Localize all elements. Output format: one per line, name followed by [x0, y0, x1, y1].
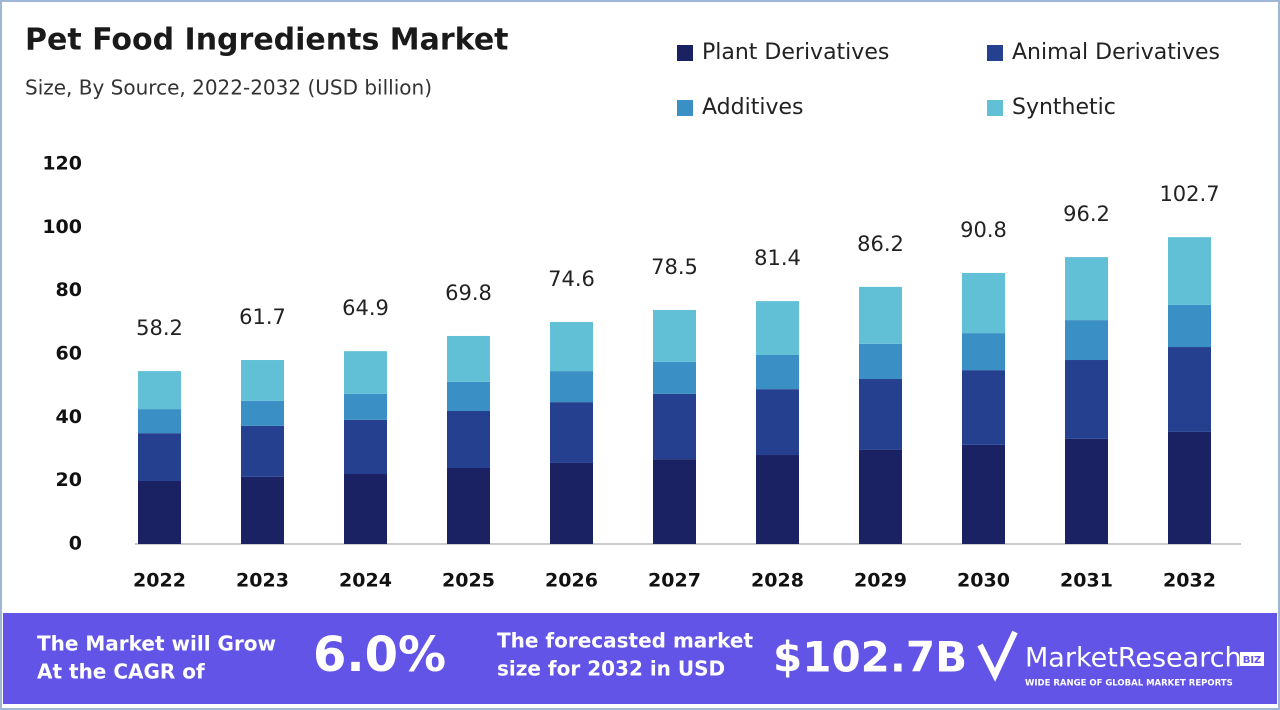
y-tick-label: 120 [42, 153, 82, 175]
y-tick-label: 80 [56, 279, 82, 301]
legend-swatch [987, 100, 1003, 116]
bar-segment [1065, 360, 1108, 439]
cagr-text: At the CAGR of [37, 660, 205, 684]
bar-segment [756, 301, 799, 355]
banner-bg [3, 613, 1277, 704]
bar-segment [859, 449, 902, 544]
bar-segment [138, 433, 181, 481]
total-label: 90.8 [960, 218, 1007, 242]
cagr-text: The Market will Grow [37, 632, 276, 656]
legend-label: Animal Derivatives [1012, 40, 1220, 65]
bar-segment [550, 462, 593, 544]
total-label: 81.4 [754, 246, 801, 270]
logo-icon [977, 630, 1018, 682]
bar-segment [1065, 257, 1108, 321]
bar-segment [962, 444, 1005, 544]
bar-segment [859, 286, 902, 344]
bar-segment [344, 419, 387, 475]
bar-segment [653, 309, 696, 362]
logo-tagline: WIDE RANGE OF GLOBAL MARKET REPORTS [1025, 679, 1233, 689]
bar-segment [1168, 347, 1211, 432]
legend-swatch [677, 100, 693, 116]
bar-segment [859, 379, 902, 450]
y-tick-label: 20 [56, 469, 82, 491]
legend-label: Plant Derivatives [702, 40, 889, 65]
x-tick-label: 2031 [1060, 570, 1113, 592]
bar-segment [550, 371, 593, 403]
bar-segment [241, 476, 284, 544]
bar-segment [1168, 431, 1211, 544]
forecast-text: The forecasted market [497, 629, 753, 653]
bar-segment [756, 354, 799, 390]
cagr-value: 6.0% [313, 627, 446, 683]
bar-segment [859, 343, 902, 380]
bar-segment [1065, 438, 1108, 544]
x-tick-label: 2025 [442, 570, 495, 592]
total-label: 78.5 [651, 255, 698, 279]
bar-segment [447, 411, 490, 468]
bar-segment [447, 381, 490, 411]
legend-swatch [987, 45, 1003, 61]
bar-segment [653, 393, 696, 460]
x-tick-label: 2027 [648, 570, 701, 592]
y-tick-label: 60 [56, 343, 82, 365]
bar-segment [241, 425, 284, 477]
x-tick-label: 2022 [133, 570, 186, 592]
bar-segment [550, 322, 593, 372]
chart-title: Pet Food Ingredients Market [25, 23, 509, 58]
bar-segment [756, 389, 799, 456]
logo-badge-bg [1240, 652, 1264, 666]
chart-subtitle: Size, By Source, 2022-2032 (USD billion) [25, 76, 432, 100]
total-label: 58.2 [136, 316, 183, 340]
total-label: 69.8 [445, 281, 492, 305]
bar-segment [1168, 304, 1211, 348]
total-label: 61.7 [239, 305, 286, 329]
banner: The Market will Grow At the CAGR of 6.0%… [3, 613, 1277, 704]
total-label: 86.2 [857, 232, 904, 256]
bar-segment [653, 361, 696, 394]
bar-segment [962, 370, 1005, 445]
logo-badge: BIZ [1243, 655, 1262, 666]
bar-segment [1065, 320, 1108, 361]
y-tick-label: 100 [42, 216, 82, 238]
bar-segment [550, 402, 593, 463]
bar-segment [138, 409, 181, 434]
bar-segment [241, 360, 284, 401]
total-label: 74.6 [548, 267, 595, 291]
legend-label: Additives [702, 95, 803, 120]
x-tick-label: 2023 [236, 570, 289, 592]
bar-segment [344, 351, 387, 394]
logo-name: MarketResearch [1025, 643, 1242, 674]
legend-swatch [677, 45, 693, 61]
x-tick-label: 2029 [854, 570, 907, 592]
bar-segment [447, 335, 490, 382]
bar-segment [1168, 237, 1211, 305]
bar-segment [138, 480, 181, 544]
x-tick-label: 2024 [339, 570, 392, 592]
total-label: 102.7 [1159, 182, 1219, 206]
x-tick-label: 2030 [957, 570, 1010, 592]
x-tick-label: 2028 [751, 570, 804, 592]
bar-segment [447, 468, 490, 544]
total-label: 64.9 [342, 296, 389, 320]
bar-segment [344, 474, 387, 544]
bar-segment [344, 393, 387, 420]
bar-segment [653, 459, 696, 544]
y-tick-label: 0 [69, 533, 82, 555]
bar-segment [756, 455, 799, 544]
x-tick-label: 2032 [1163, 570, 1216, 592]
forecast-text: size for 2032 in USD [497, 657, 725, 681]
bar-segment [962, 333, 1005, 371]
total-label: 96.2 [1063, 202, 1110, 226]
forecast-value: $102.7B [773, 633, 967, 682]
bar-segment [138, 371, 181, 410]
legend-label: Synthetic [1012, 95, 1116, 120]
bar-segment [962, 272, 1005, 334]
y-tick-label: 40 [56, 406, 82, 428]
bar-segment [241, 400, 284, 426]
x-tick-label: 2026 [545, 570, 598, 592]
